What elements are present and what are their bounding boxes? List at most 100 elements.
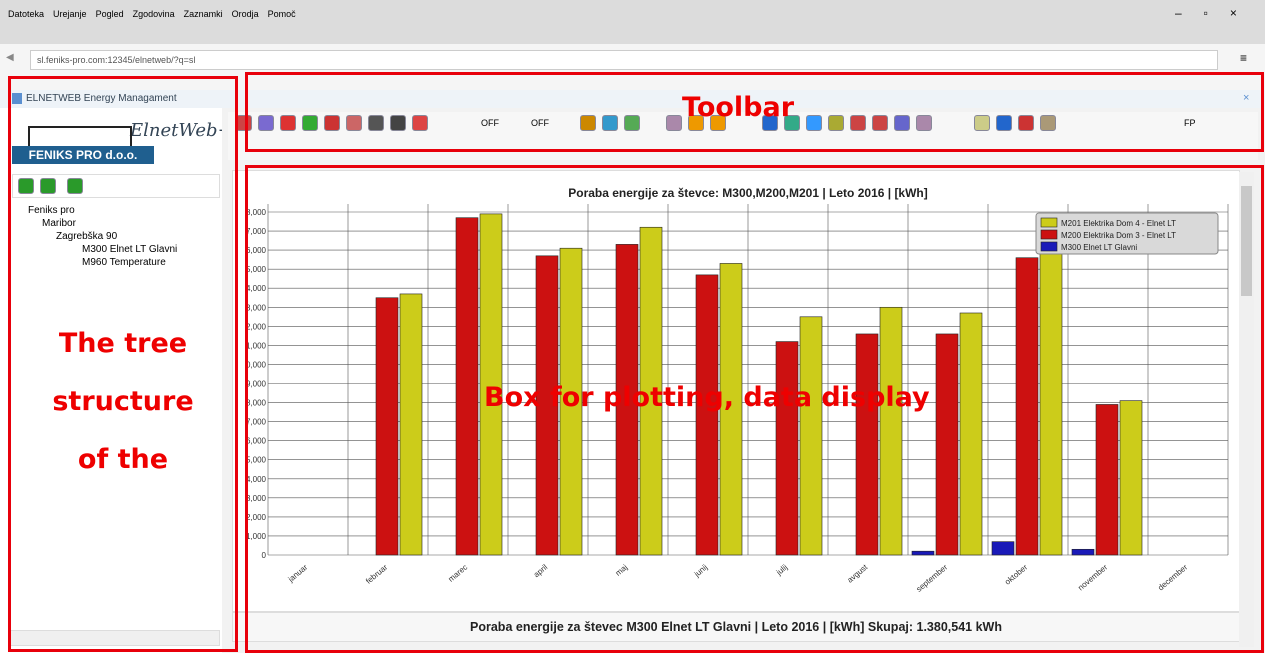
menu-item[interactable]: Zaznamki: [183, 9, 223, 19]
remove-button[interactable]: [40, 178, 56, 194]
toolbar-button[interactable]: [346, 115, 362, 131]
url: sl.feniks-pro.com:12345/elnetweb/?q=sl: [37, 55, 196, 65]
tree-node[interactable]: M960 Temperature: [82, 257, 166, 268]
toolbar-button[interactable]: [688, 115, 704, 131]
bar: [799, 316, 823, 556]
logo-script: ElnetWeb+: [130, 120, 233, 141]
toolbar-button[interactable]: [916, 115, 932, 131]
legend-label: M201 Elektrika Dom 4 - Elnet LT: [1061, 219, 1176, 228]
toolbar-button[interactable]: [390, 115, 406, 131]
y-tick-label: 11,000: [248, 341, 267, 350]
y-tick-label: 15,000: [248, 265, 267, 274]
title-bar: Datoteka Urejanje Pogled Zgodovina Zaznamki O…: [0, 0, 1265, 44]
annotation: Toolbar: [682, 92, 795, 123]
bar: [455, 217, 479, 556]
close[interactable]: ×: [1243, 92, 1250, 104]
back-button[interactable]: ◀: [6, 52, 14, 63]
toolbar-button[interactable]: [828, 115, 844, 131]
toolbar-button[interactable]: [602, 115, 618, 131]
url-bar[interactable]: sl.feniks-pro.com:12345/elnetweb/?q=sl: [30, 50, 1218, 70]
y-tick-label: 3,000: [248, 494, 267, 503]
y-tick-label: 10,000: [248, 360, 267, 369]
toolbar-button[interactable]: [624, 115, 640, 131]
bar: [479, 213, 503, 556]
annotation-box: [245, 165, 1264, 653]
y-tick-label: 16,000: [248, 246, 267, 255]
toolbar-button[interactable]: [872, 115, 888, 131]
toolbar-label[interactable]: OFF: [481, 118, 499, 128]
logo-company: FENIKS PRO d.o.o.: [12, 146, 154, 164]
v-scrollbar[interactable]: [1239, 172, 1254, 647]
bar: [559, 247, 583, 556]
bar: [1071, 548, 1095, 556]
toolbar-button[interactable]: [412, 115, 428, 131]
tree-node[interactable]: Maribor: [42, 218, 76, 229]
menu-item[interactable]: Zgodovina: [132, 9, 175, 19]
toolbar-button[interactable]: [258, 115, 274, 131]
bar: [375, 297, 399, 556]
annotation-box: [8, 76, 238, 652]
toolbar-button[interactable]: [974, 115, 990, 131]
y-tick-label: 1,000: [248, 532, 267, 541]
add-button[interactable]: [18, 178, 34, 194]
toolbar-button[interactable]: [996, 115, 1012, 131]
bar: [535, 255, 559, 556]
toolbar-label[interactable]: OFF: [531, 118, 549, 128]
bar: [775, 341, 799, 556]
y-tick-label: 6,000: [248, 437, 267, 446]
y-tick-label: 14,000: [248, 284, 267, 293]
bar: [1015, 257, 1039, 556]
legend-swatch: [1040, 241, 1058, 252]
toolbar-button[interactable]: [302, 115, 318, 131]
menu-item[interactable]: Urejanje: [53, 9, 87, 19]
toolbar-button[interactable]: [666, 115, 682, 131]
bar: [935, 333, 959, 556]
app-title: ELNETWEB Energy Managament: [26, 93, 177, 104]
bar: [855, 333, 879, 556]
bar: [399, 293, 423, 556]
tree-node[interactable]: Zagrebška 90: [56, 231, 118, 242]
chart-subtitle: Poraba energije za števec M300 Elnet LT …: [232, 612, 1240, 642]
menu-item[interactable]: Orodja: [231, 9, 259, 19]
toolbar-button[interactable]: [710, 115, 726, 131]
bar: [719, 263, 743, 556]
toolbar-button[interactable]: [1018, 115, 1034, 131]
bar: [639, 226, 663, 556]
y-tick-label: 5,000: [248, 456, 267, 465]
menu-item[interactable]: Pogled: [95, 9, 124, 19]
chart: Poraba energije za števce: M300,M200,M20…: [248, 186, 1229, 594]
tree-buttons: [12, 174, 220, 198]
legend-swatch: [1040, 217, 1058, 228]
bar: [1119, 400, 1143, 556]
hamburger[interactable]: ≡: [1240, 51, 1248, 65]
bar: [615, 244, 639, 556]
toolbar-button[interactable]: [806, 115, 822, 131]
toolbar-button[interactable]: [784, 115, 800, 131]
toolbar-button[interactable]: [280, 115, 296, 131]
toolbar-label[interactable]: FP: [1184, 118, 1196, 128]
y-tick-label: 12,000: [248, 322, 267, 331]
y-tick-label: 18,000: [248, 208, 267, 217]
window-controls[interactable]: –▫×: [1175, 6, 1259, 20]
y-tick-label: 13,000: [248, 303, 267, 312]
tree-node[interactable]: M300 Elnet LT Glavni: [82, 244, 178, 255]
menu-item[interactable]: Datoteka: [8, 9, 45, 19]
logo-houses: [28, 126, 132, 146]
toolbar-button[interactable]: [762, 115, 778, 131]
legend-box: [1035, 212, 1219, 255]
toolbar-button[interactable]: [894, 115, 910, 131]
collapse-button[interactable]: [67, 178, 83, 194]
toolbar-button[interactable]: [324, 115, 340, 131]
toolbar-button[interactable]: [850, 115, 866, 131]
bar: [959, 312, 983, 556]
menu-item[interactable]: Pomoč: [267, 9, 296, 19]
annotation: The tree structure of the: [52, 328, 194, 475]
toolbar-button[interactable]: [580, 115, 596, 131]
tree-node[interactable]: Feniks pro: [28, 205, 75, 216]
y-tick-label: 2,000: [248, 513, 267, 522]
bar: [1095, 404, 1119, 556]
menu-bar: Datoteka Urejanje Pogled Zgodovina Zaznamki O…: [8, 4, 305, 22]
toolbar-button[interactable]: [368, 115, 384, 131]
toolbar-button[interactable]: [1040, 115, 1056, 131]
bar: [911, 550, 935, 556]
